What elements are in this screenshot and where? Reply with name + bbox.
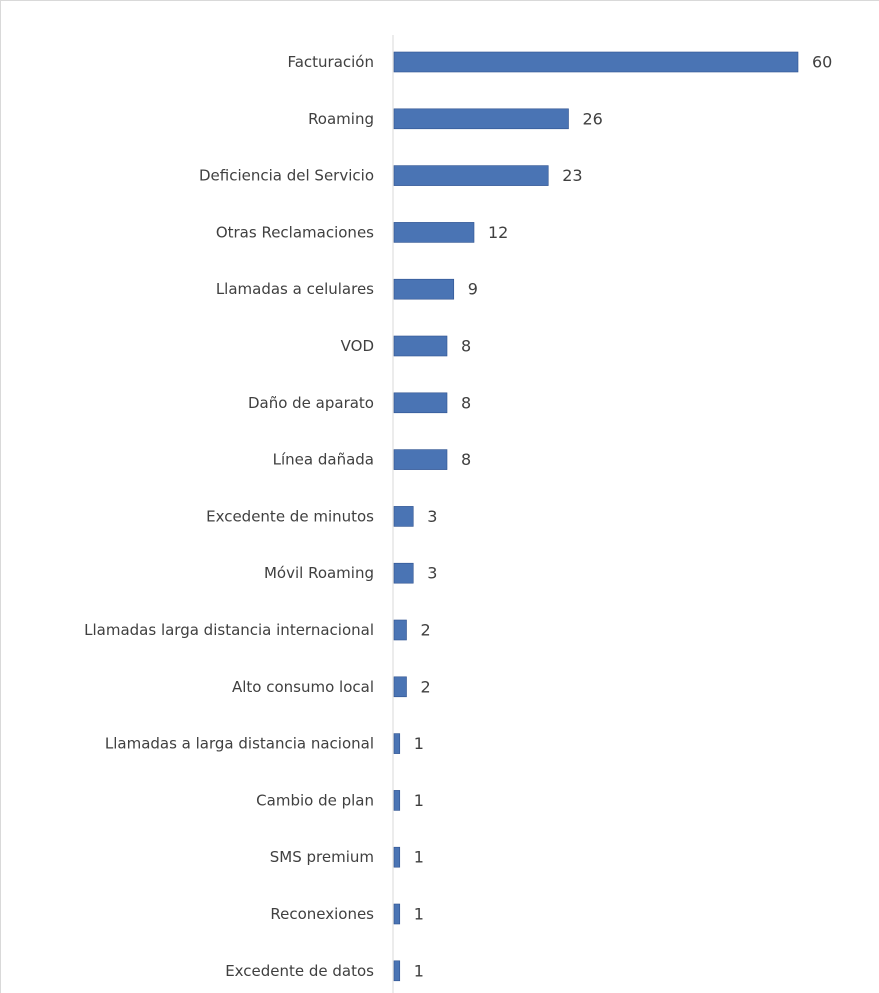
category-label-row-13: Cambio de plan (256, 791, 374, 809)
value-label-row-6: 8 (461, 393, 471, 412)
category-label-row-12: Llamadas a larga distancia nacional (105, 735, 374, 753)
bar-row-10 (393, 619, 407, 641)
value-label-row-11: 2 (421, 677, 431, 696)
value-label-row-2: 23 (562, 166, 582, 185)
value-label-row-5: 8 (461, 337, 471, 356)
category-label-row-3: Otras Reclamaciones (216, 223, 374, 241)
category-label-row-10: Llamadas larga distancia internacional (84, 621, 374, 639)
category-label-row-11: Alto consumo local (232, 678, 374, 696)
value-label-row-15: 1 (414, 905, 424, 924)
value-label-row-10: 2 (421, 621, 431, 640)
value-labels-group: 60 26 23 12 9 8 8 8 3 3 2 2 1 1 1 1 1 (414, 53, 833, 981)
bar-row-2 (393, 165, 549, 186)
category-label-row-6: Daño de aparato (248, 394, 374, 412)
category-label-row-4: Llamadas a celulares (216, 280, 374, 298)
bar-row-8 (393, 506, 414, 527)
bar-row-4 (393, 278, 455, 300)
value-label-row-4: 9 (468, 280, 478, 299)
bar-row-9 (393, 562, 414, 584)
category-label-row-9: Móvil Roaming (264, 564, 374, 582)
value-label-row-3: 12 (488, 223, 508, 242)
bar-row-16 (393, 960, 401, 982)
bar-row-0 (393, 51, 799, 73)
value-label-row-8: 3 (427, 507, 437, 526)
category-label-row-14: SMS premium (270, 848, 374, 866)
value-label-row-13: 1 (414, 791, 424, 810)
bar-row-11 (393, 676, 407, 698)
category-label-row-2: Deficiencia del Servicio (199, 167, 374, 185)
category-label-row-5: VOD (341, 337, 374, 355)
bar-row-3 (393, 222, 475, 243)
value-label-row-14: 1 (414, 848, 424, 867)
bar-row-14 (393, 846, 401, 868)
value-label-row-12: 1 (414, 734, 424, 753)
category-label-row-7: Línea dañada (273, 451, 374, 469)
bar-row-15 (393, 903, 401, 925)
category-label-row-15: Reconexiones (270, 905, 374, 923)
bar-row-12 (393, 733, 401, 754)
value-label-row-7: 8 (461, 450, 471, 469)
value-label-row-16: 1 (414, 961, 424, 980)
category-label-row-0: Facturación (287, 53, 374, 71)
value-label-row-0: 60 (812, 53, 832, 72)
bar-row-1 (393, 108, 569, 130)
bar-row-5 (393, 335, 448, 357)
category-label-row-16: Excedente de datos (225, 962, 374, 980)
value-label-row-9: 3 (427, 564, 437, 583)
bar-row-6 (393, 392, 448, 414)
bars-group (393, 51, 799, 982)
category-label-row-8: Excedente de minutos (206, 507, 374, 525)
category-labels-group: Facturación Roaming Deficiencia del Servic… (84, 53, 374, 980)
bar-row-7 (393, 449, 448, 470)
bar-row-13 (393, 790, 401, 811)
value-label-row-1: 26 (583, 109, 603, 128)
category-label-row-1: Roaming (308, 110, 374, 128)
